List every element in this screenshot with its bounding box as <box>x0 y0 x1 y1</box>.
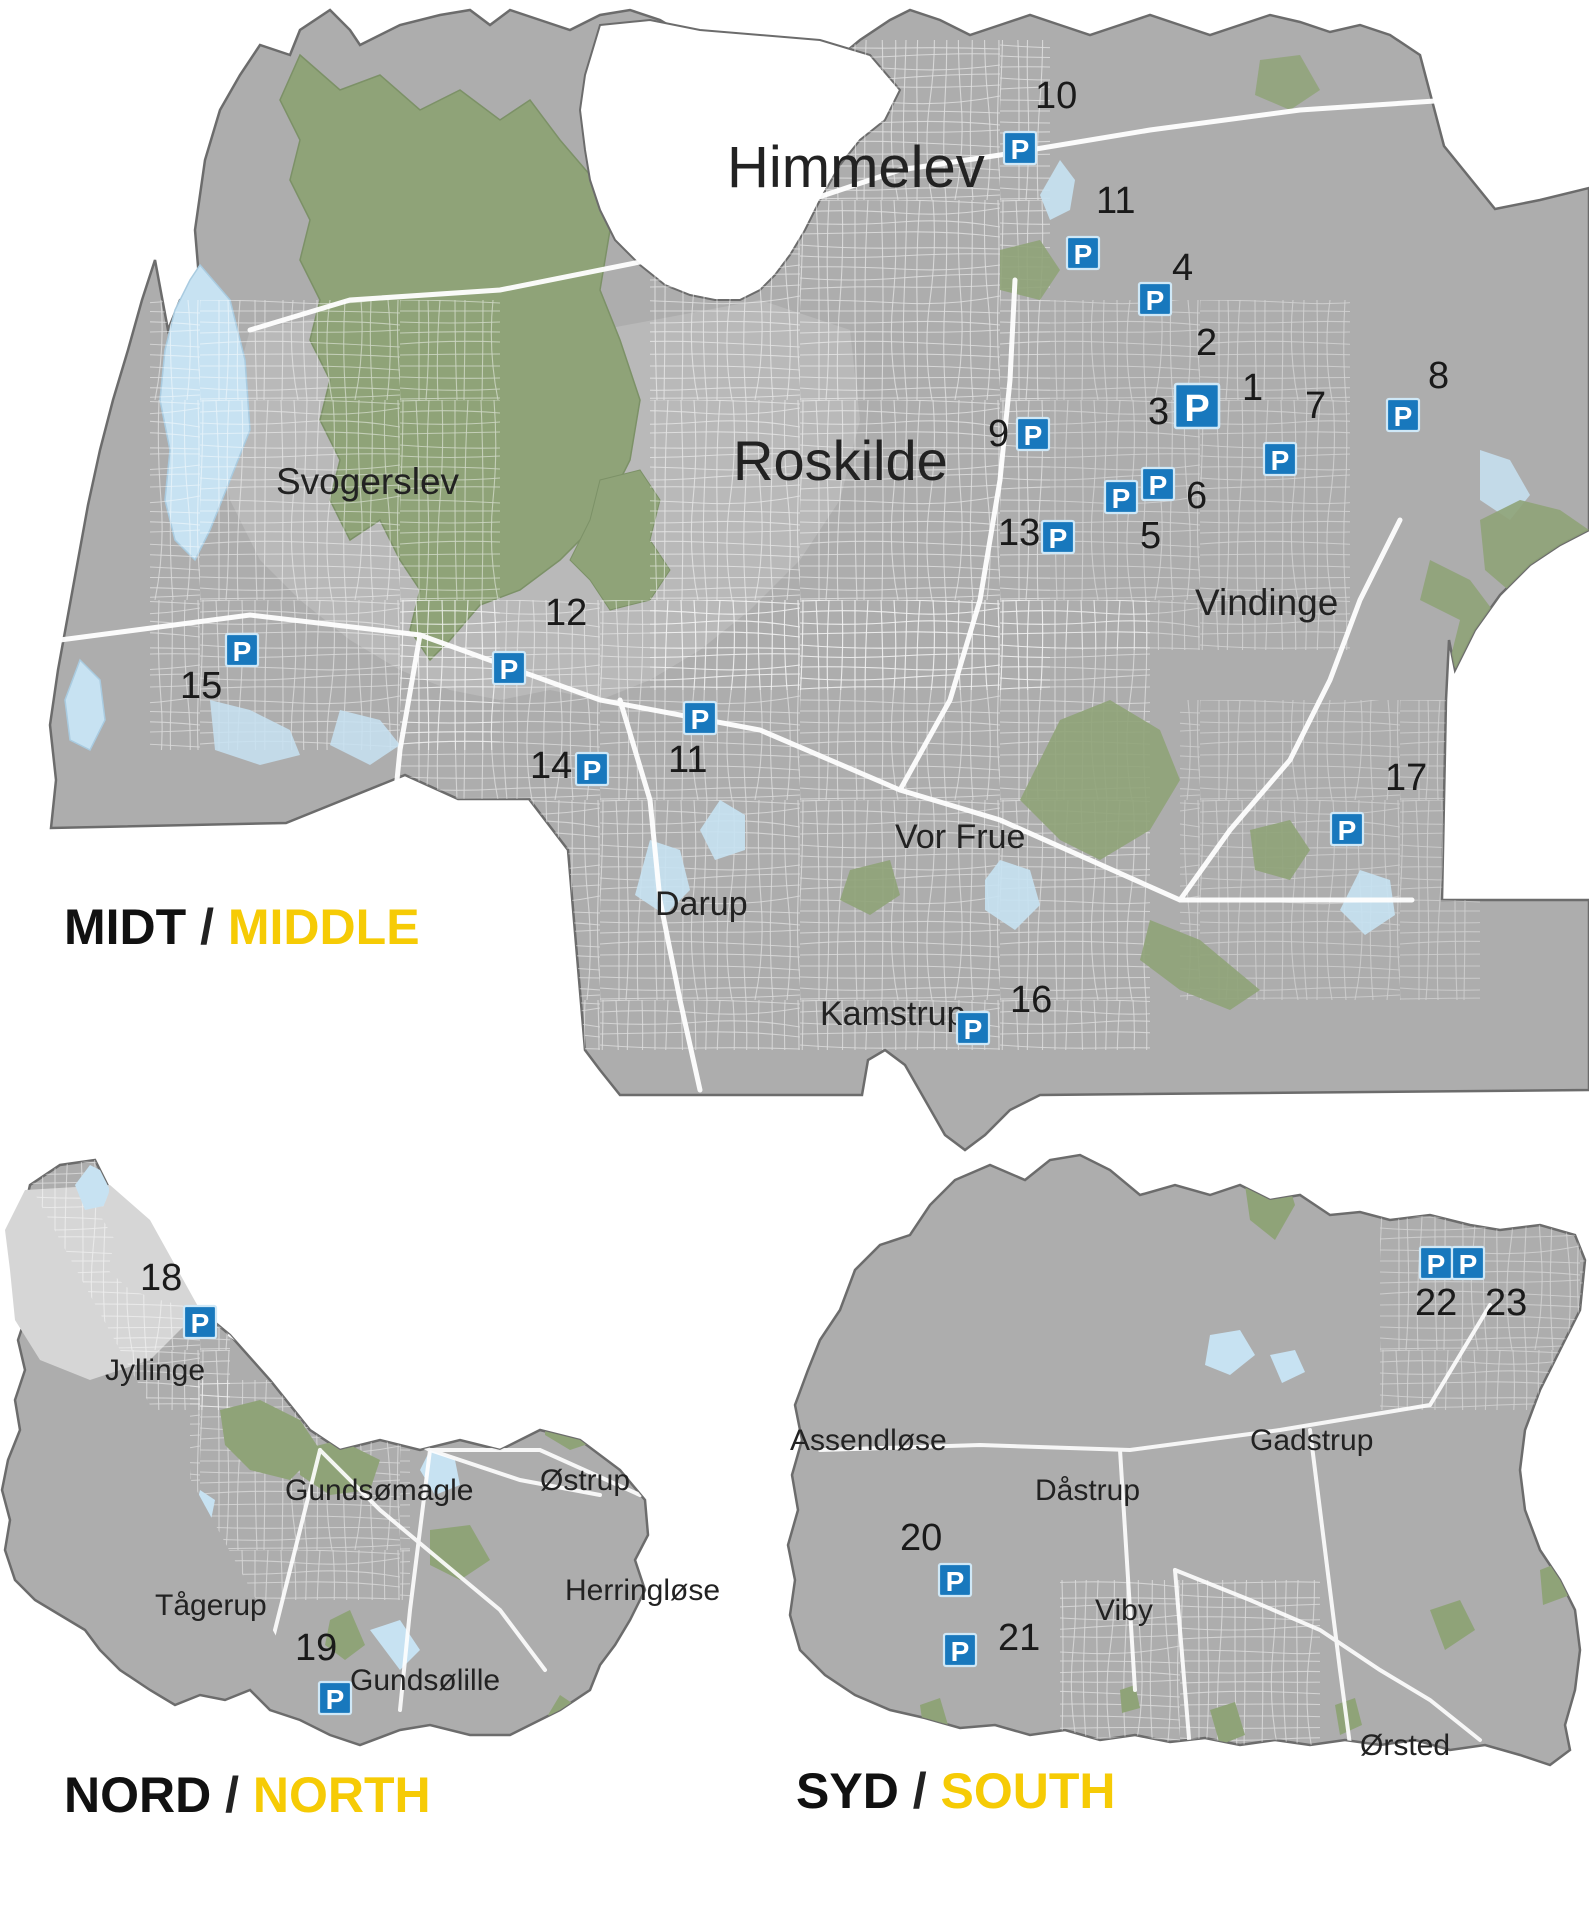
svg-text:10: 10 <box>1035 75 1077 117</box>
svg-text:5: 5 <box>1140 515 1161 557</box>
svg-text:Darup: Darup <box>655 885 748 923</box>
svg-text:15: 15 <box>180 665 222 707</box>
svg-text:23: 23 <box>1485 1282 1527 1324</box>
svg-text:Østrup: Østrup <box>540 1464 630 1497</box>
svg-text:Jyllinge: Jyllinge <box>105 1354 205 1387</box>
svg-text:14: 14 <box>530 745 572 787</box>
svg-text:Gadstrup: Gadstrup <box>1250 1424 1373 1457</box>
svg-text:MIDT / MIDDLE: MIDT / MIDDLE <box>64 899 420 955</box>
svg-text:22: 22 <box>1415 1282 1457 1324</box>
svg-text:Vor Frue: Vor Frue <box>895 818 1025 856</box>
svg-text:11: 11 <box>1096 180 1135 222</box>
svg-text:16: 16 <box>1010 979 1052 1021</box>
svg-text:21: 21 <box>998 1617 1040 1659</box>
svg-text:11: 11 <box>668 739 707 781</box>
svg-text:1: 1 <box>1242 367 1263 409</box>
svg-text:6: 6 <box>1186 475 1207 517</box>
svg-text:Herringløse: Herringløse <box>565 1574 720 1607</box>
svg-text:Assendløse: Assendløse <box>790 1424 947 1457</box>
svg-text:18: 18 <box>140 1257 182 1299</box>
svg-text:Roskilde: Roskilde <box>733 429 948 492</box>
svg-text:Kamstrup: Kamstrup <box>820 995 966 1033</box>
svg-text:Tågerup: Tågerup <box>155 1589 267 1622</box>
svg-text:7: 7 <box>1305 385 1326 427</box>
svg-text:8: 8 <box>1428 355 1449 397</box>
svg-text:19: 19 <box>295 1627 337 1669</box>
svg-text:12: 12 <box>545 592 587 634</box>
svg-text:Gundsømagle: Gundsømagle <box>285 1474 473 1507</box>
svg-text:Viby: Viby <box>1095 1594 1153 1627</box>
svg-text:Ørsted: Ørsted <box>1360 1729 1450 1762</box>
svg-text:Vindinge: Vindinge <box>1195 582 1338 623</box>
svg-text:9: 9 <box>988 413 1009 455</box>
svg-text:Dåstrup: Dåstrup <box>1035 1474 1140 1507</box>
svg-text:SYD / SOUTH: SYD / SOUTH <box>796 1763 1116 1819</box>
svg-text:Gundsølille: Gundsølille <box>350 1664 500 1697</box>
svg-text:13: 13 <box>998 512 1040 554</box>
svg-text:20: 20 <box>900 1517 942 1559</box>
svg-text:4: 4 <box>1172 247 1193 289</box>
svg-text:2: 2 <box>1196 322 1217 364</box>
svg-text:Svogerslev: Svogerslev <box>276 461 460 502</box>
svg-text:3: 3 <box>1148 391 1169 433</box>
svg-text:17: 17 <box>1385 757 1427 799</box>
svg-text:NORD / NORTH: NORD / NORTH <box>64 1767 431 1823</box>
svg-text:Himmelev: Himmelev <box>727 135 985 200</box>
